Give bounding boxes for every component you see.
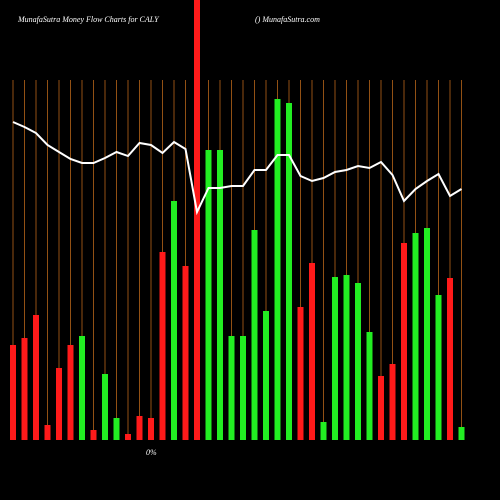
bar [447, 278, 453, 440]
bar [90, 430, 97, 440]
bar [228, 336, 235, 440]
bar [205, 150, 212, 440]
money-flow-line [12, 121, 463, 216]
bar [194, 0, 200, 440]
bar [67, 345, 74, 440]
bar [79, 336, 85, 440]
bar [366, 332, 373, 440]
bar [378, 376, 384, 440]
chart-title: MunafaSutra Money Flow Charts for CALY [17, 15, 160, 24]
bar [136, 416, 143, 440]
bar [274, 99, 281, 440]
bar [21, 338, 28, 440]
bar [332, 277, 338, 440]
bar [355, 283, 361, 440]
bar [343, 275, 350, 440]
baseline-label: 0% [146, 448, 157, 457]
bar [182, 266, 189, 440]
bar [217, 150, 223, 440]
bar [125, 434, 131, 440]
bar [263, 311, 269, 440]
bar [286, 103, 292, 440]
bar [159, 252, 166, 440]
bar [389, 364, 396, 440]
bar [458, 427, 465, 440]
bar [435, 295, 442, 440]
bar [171, 201, 177, 440]
bar [297, 307, 304, 440]
bar [309, 263, 315, 440]
bar [251, 230, 258, 440]
bar [10, 345, 16, 440]
bar [33, 315, 39, 440]
chart-subtitle: () MunafaSutra.com [255, 15, 320, 24]
bar [56, 368, 62, 440]
bar [320, 422, 327, 440]
bar [113, 418, 120, 440]
bar [240, 336, 246, 440]
bar [148, 418, 154, 440]
bar [44, 425, 51, 440]
bar [102, 374, 108, 440]
bar [412, 233, 419, 440]
bar [424, 228, 430, 440]
bar [401, 243, 407, 440]
